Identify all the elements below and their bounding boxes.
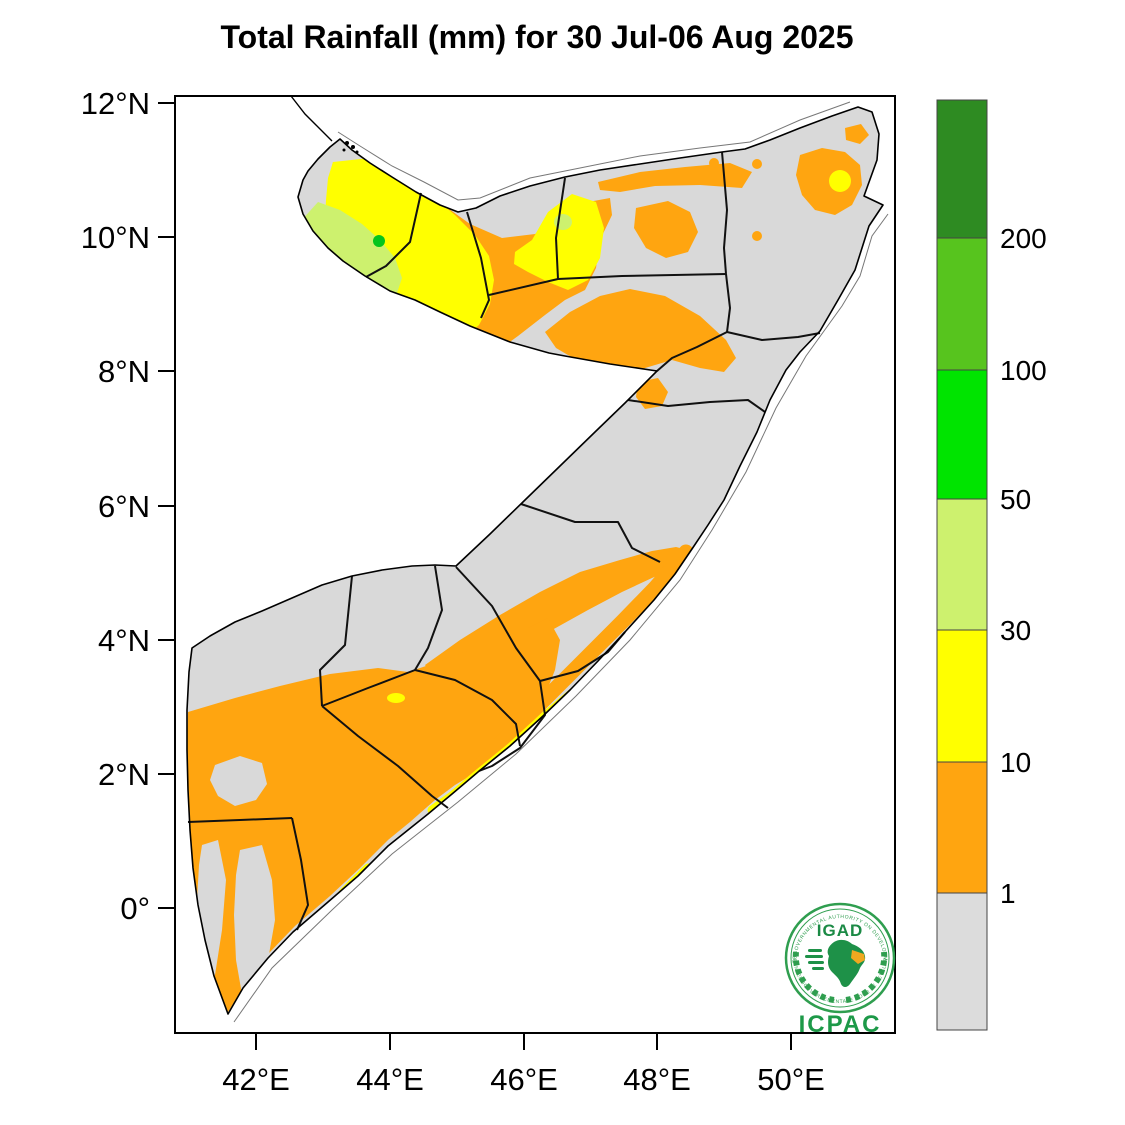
swatch-30-50mm [936,498,988,631]
page-title: Total Rainfall (mm) for 30 Jul-06 Aug 20… [220,19,853,55]
cbar-label-200: 200 [1000,223,1047,254]
cbar-label-1: 1 [1000,878,1016,909]
lon-tick-48e: 48°E [623,1062,691,1097]
cbar-label-30: 30 [1000,615,1031,646]
somalia-outline [186,106,884,1015]
icpac-wordmark: ICPAC [799,1011,882,1038]
lat-tick-8n: 8°N [98,354,150,389]
lat-tick-12n: 12°N [81,86,150,121]
lat-tick-0: 0° [120,891,150,926]
logo-speed-lines [805,949,824,970]
swatch-under-1mm [936,892,988,1031]
coastline [233,101,889,1023]
swatch-100-200mm [936,237,988,371]
cbar-label-50: 50 [1000,484,1031,515]
lon-tick-44e: 44°E [356,1062,424,1097]
colorbar-swatches [936,99,988,1031]
icpac-logo: INTERGOVERNMENTAL AUTHORITY ON DEVELOPME… [784,902,896,1038]
lon-tick-42e: 42°E [222,1062,290,1097]
igad-wordmark: IGAD [817,921,864,940]
cbar-label-10: 10 [1000,747,1031,778]
swatch-over-200mm [936,99,988,239]
lon-tick-46e: 46°E [490,1062,558,1097]
africa-map-icon [805,939,866,987]
lat-tick-6n: 6°N [98,489,150,524]
swatch-50-100mm [936,369,988,500]
rainfall-colorbar: 200 100 50 30 10 1 [936,99,1047,1031]
lon-tick-50e: 50°E [757,1062,825,1097]
latitude-axis: 12°N 10°N 8°N 6°N 4°N 2°N 0° [81,86,175,926]
horn-of-africa-highlight [851,950,865,964]
lat-tick-2n: 2°N [98,757,150,792]
lat-tick-4n: 4°N [98,623,150,658]
swatch-1-10mm [936,761,988,894]
longitude-ticks [255,1033,792,1050]
latitude-ticks [158,102,175,909]
rainfall-patch-50-100mm [373,235,385,247]
djibouti-border-line [290,95,359,154]
longitude-axis: 42°E 44°E 46°E 48°E 50°E [222,1033,825,1097]
cbar-label-100: 100 [1000,355,1047,386]
swatch-10-30mm [936,629,988,763]
lat-tick-10n: 10°N [81,220,150,255]
coastal-strip-1-10mm [470,544,694,776]
logo-inner-ring [790,908,890,1008]
